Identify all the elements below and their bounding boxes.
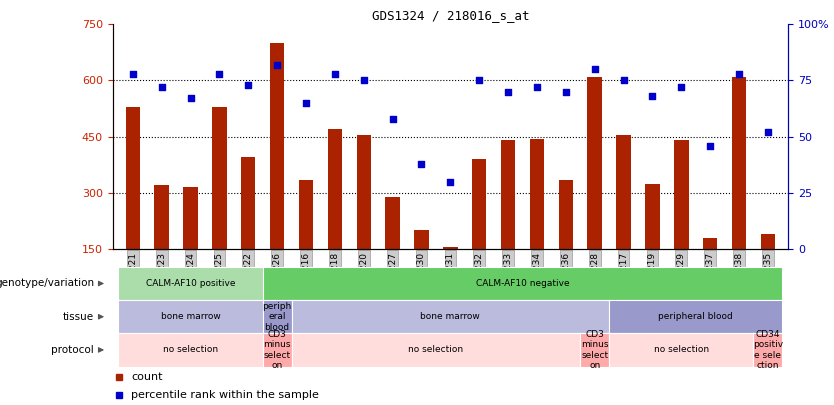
Point <box>559 88 572 95</box>
Bar <box>183 187 198 305</box>
Bar <box>559 180 573 305</box>
Bar <box>530 139 544 305</box>
Point <box>357 77 370 84</box>
Text: CD3
minus
select
on: CD3 minus select on <box>581 330 609 370</box>
Bar <box>385 196 399 305</box>
Point <box>299 100 313 106</box>
Bar <box>328 129 342 305</box>
Point <box>675 84 688 90</box>
Point <box>242 82 255 88</box>
Point <box>704 143 717 149</box>
Point <box>473 77 486 84</box>
Text: CALM-AF10 positive: CALM-AF10 positive <box>146 279 235 288</box>
Bar <box>646 183 660 305</box>
Point <box>126 70 139 77</box>
Point <box>530 84 544 90</box>
Point <box>329 70 342 77</box>
Bar <box>443 247 458 305</box>
Text: CD34
positiv
e sele
ction: CD34 positiv e sele ction <box>753 330 783 370</box>
Bar <box>241 157 255 305</box>
Point <box>646 93 659 100</box>
Bar <box>126 107 140 305</box>
Bar <box>761 234 775 305</box>
Point <box>414 160 428 167</box>
Point <box>588 66 601 72</box>
Bar <box>616 135 631 305</box>
Point <box>444 178 457 185</box>
Bar <box>674 141 689 305</box>
Bar <box>356 135 371 305</box>
Text: count: count <box>131 372 163 382</box>
Text: no selection: no selection <box>409 345 464 354</box>
Text: tissue: tissue <box>63 312 94 322</box>
Bar <box>587 77 602 305</box>
Text: percentile rank within the sample: percentile rank within the sample <box>131 390 319 401</box>
Point <box>761 129 775 135</box>
Point <box>617 77 631 84</box>
Bar <box>472 159 486 305</box>
Point <box>213 70 226 77</box>
Text: peripheral blood: peripheral blood <box>658 312 733 321</box>
Title: GDS1324 / 218016_s_at: GDS1324 / 218016_s_at <box>372 9 529 22</box>
Point <box>732 70 746 77</box>
Text: bone marrow: bone marrow <box>420 312 480 321</box>
Bar <box>154 185 168 305</box>
Point <box>155 84 168 90</box>
Text: genotype/variation: genotype/variation <box>0 279 94 288</box>
Point <box>270 62 284 68</box>
Bar <box>414 230 429 305</box>
Text: protocol: protocol <box>52 345 94 355</box>
Bar <box>270 43 284 305</box>
Text: bone marrow: bone marrow <box>161 312 220 321</box>
Point <box>501 88 515 95</box>
Point <box>183 95 197 102</box>
Text: CALM-AF10 negative: CALM-AF10 negative <box>475 279 570 288</box>
Text: periph
eral
blood: periph eral blood <box>263 302 292 332</box>
Bar <box>703 238 717 305</box>
Bar <box>501 141 515 305</box>
Bar <box>299 180 314 305</box>
Text: no selection: no selection <box>163 345 219 354</box>
Bar <box>212 107 227 305</box>
Bar <box>731 77 746 305</box>
Text: no selection: no selection <box>654 345 709 354</box>
Text: CD3
minus
select
on: CD3 minus select on <box>264 330 291 370</box>
Point <box>386 115 399 122</box>
